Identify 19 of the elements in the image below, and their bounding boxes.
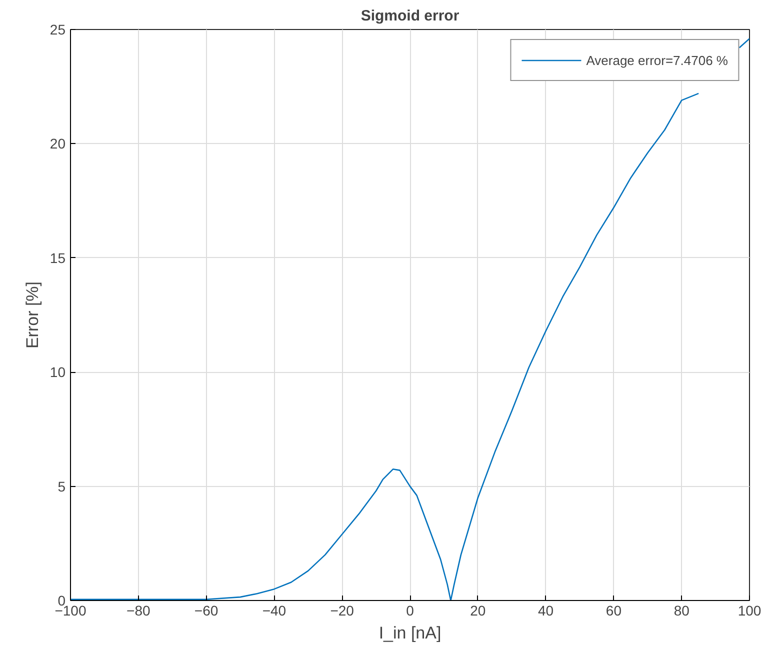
x-axis-title: I_in [nA] — [378, 624, 442, 642]
legend-label: Average error=7.4706 % — [586, 52, 728, 68]
x-tick-label: 0 — [406, 602, 414, 618]
y-tick-label: 15 — [50, 250, 66, 266]
x-tick-label: 100 — [738, 602, 762, 618]
x-tick-label: 60 — [606, 602, 622, 618]
x-tick-label: −60 — [194, 602, 218, 618]
x-tick-label: −40 — [262, 602, 286, 618]
x-tick-label: −80 — [126, 602, 150, 618]
x-tick-label: −20 — [330, 602, 354, 618]
x-tick-label: 20 — [470, 602, 486, 618]
y-tick-label: 25 — [50, 22, 66, 38]
x-tick-label: 80 — [674, 602, 690, 618]
y-tick-label: 10 — [50, 364, 66, 380]
y-tick-label: 5 — [58, 478, 66, 494]
y-axis-title: Error [%] — [22, 281, 42, 349]
chart-title: Sigmoid error — [360, 8, 460, 24]
y-tick-label: 20 — [50, 136, 66, 152]
x-tick-label: 40 — [538, 602, 554, 618]
